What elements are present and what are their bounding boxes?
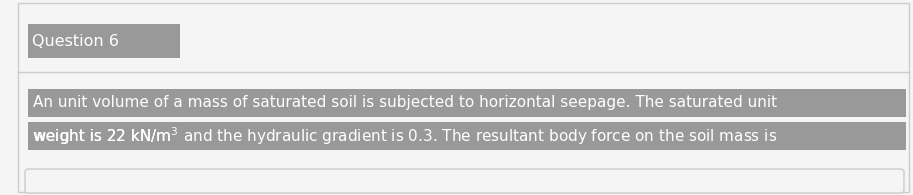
- Text: weight is 22 kN/m$^3$ and the hydraulic gradient is 0.3. The resultant body forc: weight is 22 kN/m$^3$ and the hydraulic …: [33, 125, 777, 147]
- Bar: [28, 24, 180, 58]
- Bar: [28, 89, 906, 117]
- FancyBboxPatch shape: [25, 169, 904, 193]
- Bar: [28, 122, 906, 150]
- Text: An unit volume of a mass of saturated soil is subjected to horizontal seepage. T: An unit volume of a mass of saturated so…: [33, 96, 777, 111]
- Text: weight is 22 kN/m: weight is 22 kN/m: [33, 129, 171, 144]
- Text: Question 6: Question 6: [32, 34, 119, 49]
